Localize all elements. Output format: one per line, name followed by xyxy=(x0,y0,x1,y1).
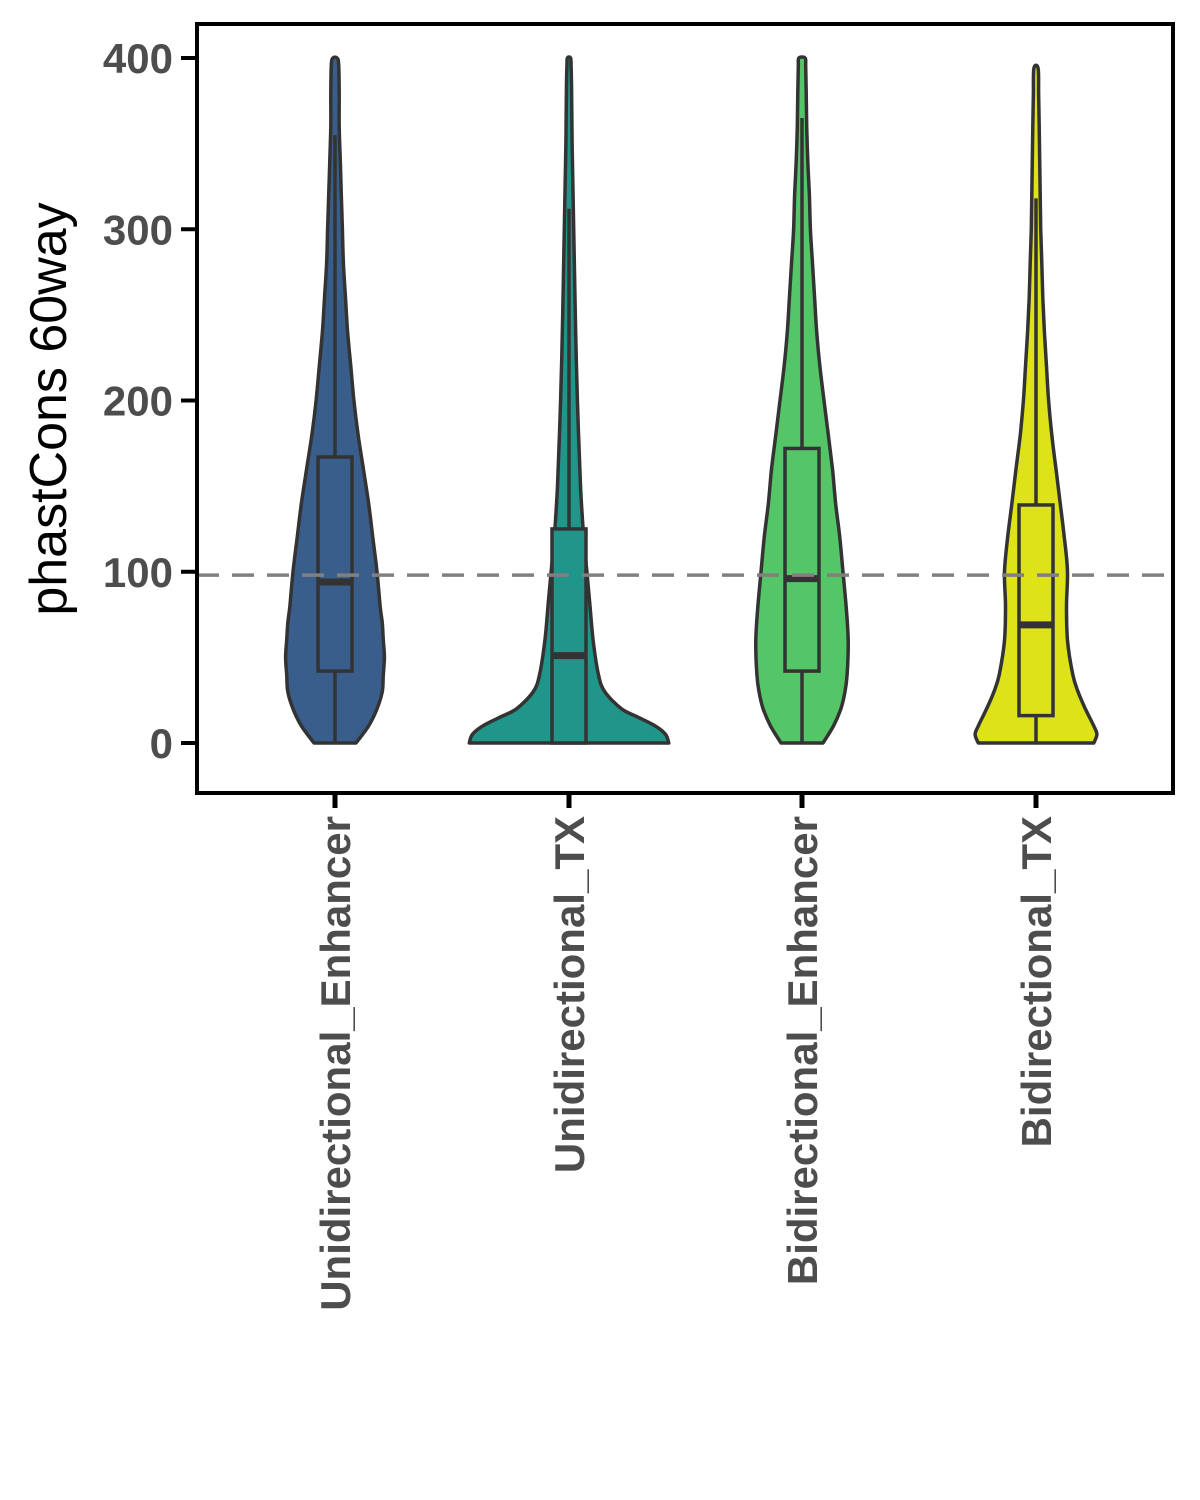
x-tick-label: Unidirectional_Enhancer xyxy=(312,816,359,1311)
y-axis: 0 100 200 300 400 xyxy=(103,35,197,767)
y-tick-label: 200 xyxy=(103,378,173,425)
y-tick-label: 400 xyxy=(103,35,173,82)
x-axis: Unidirectional_Enhancer Unidirectional_TX… xyxy=(312,793,1060,1311)
y-axis-title: phastCons 60way xyxy=(20,202,78,615)
x-tick-label: Bidirectional_Enhancer xyxy=(779,816,826,1285)
y-tick-label: 100 xyxy=(103,549,173,596)
violins-layer xyxy=(283,55,1099,745)
boxplot-unidirectional-enhancer xyxy=(316,135,354,743)
interquartile-box xyxy=(550,527,588,745)
interquartile-box xyxy=(316,455,354,673)
x-tick-label: Bidirectional_TX xyxy=(1013,816,1060,1147)
x-tick-label: Unidirectional_TX xyxy=(546,816,593,1173)
boxplot-unidirectional-tx xyxy=(550,208,588,745)
y-tick-label: 0 xyxy=(150,720,173,767)
boxplots-layer xyxy=(316,117,1055,745)
plot-panel-border xyxy=(195,22,1175,795)
y-tick-label: 300 xyxy=(103,206,173,253)
interquartile-box xyxy=(783,446,821,673)
interquartile-box xyxy=(1017,503,1055,718)
boxplot-bidirectional-enhancer xyxy=(783,117,821,743)
boxplot-bidirectional-tx xyxy=(1017,198,1055,743)
